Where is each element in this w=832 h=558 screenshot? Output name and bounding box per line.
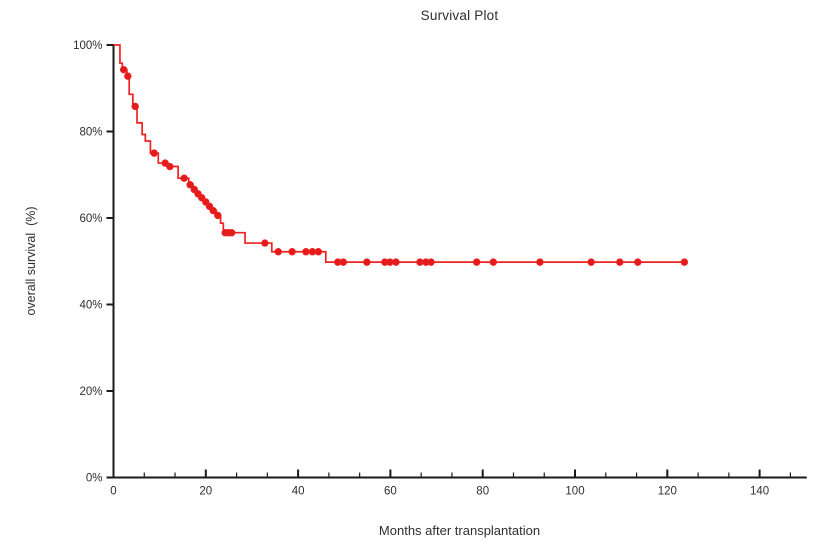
censor-mark <box>288 248 296 256</box>
censor-mark <box>186 180 194 189</box>
censor-mark <box>616 258 624 266</box>
y-tick-label: 100% <box>73 40 102 52</box>
censor-mark <box>131 102 139 111</box>
y-axis-ticks <box>106 44 113 479</box>
y-tick-label: 0% <box>86 473 103 485</box>
censor-mark <box>209 206 217 215</box>
censor-mark <box>634 258 642 266</box>
censor-mark <box>261 239 269 247</box>
x-axis-tick-labels: 0 20 40 60 80 100 120 140 <box>110 486 769 498</box>
x-tick-label: 60 <box>384 486 397 498</box>
x-tick-label: 120 <box>658 486 677 498</box>
survival-curve <box>113 44 687 263</box>
censor-mark <box>489 258 498 266</box>
censor-mark <box>302 248 310 256</box>
x-tick-label: 40 <box>292 486 305 498</box>
censor-marks <box>119 65 689 266</box>
censor-mark <box>119 65 128 74</box>
censor-mark <box>587 258 595 266</box>
censor-mark <box>166 162 174 171</box>
censor-mark <box>124 72 132 80</box>
y-axis-title: overall survival (%) <box>24 206 38 316</box>
y-tick-label: 80% <box>79 127 102 139</box>
y-tick-label: 20% <box>79 386 102 398</box>
censor-mark <box>150 149 158 157</box>
x-tick-label: 140 <box>750 486 769 498</box>
censor-mark <box>680 258 689 266</box>
x-tick-label: 0 <box>110 486 116 498</box>
x-tick-label: 80 <box>476 486 489 498</box>
y-axis-tick-labels: 0% 20% 40% 60% 80% 100% <box>73 40 102 485</box>
censor-mark <box>274 248 282 256</box>
x-tick-label: 20 <box>199 486 212 498</box>
censor-mark <box>473 258 481 266</box>
censor-mark <box>180 174 188 182</box>
censor-mark <box>363 258 371 266</box>
censor-mark <box>314 248 323 256</box>
x-axis-ticks <box>112 469 792 477</box>
censor-mark <box>392 258 400 266</box>
x-axis-title: Months after transplantation <box>378 523 541 538</box>
censor-mark <box>214 211 222 220</box>
censor-mark <box>339 258 348 266</box>
chart-title: Survival Plot <box>420 8 499 23</box>
censor-mark <box>227 229 236 237</box>
x-tick-label: 100 <box>565 486 584 498</box>
axes <box>112 44 807 479</box>
censor-mark <box>536 258 544 266</box>
y-tick-label: 40% <box>79 300 102 312</box>
censor-mark <box>427 258 435 266</box>
y-tick-label: 60% <box>79 213 102 225</box>
